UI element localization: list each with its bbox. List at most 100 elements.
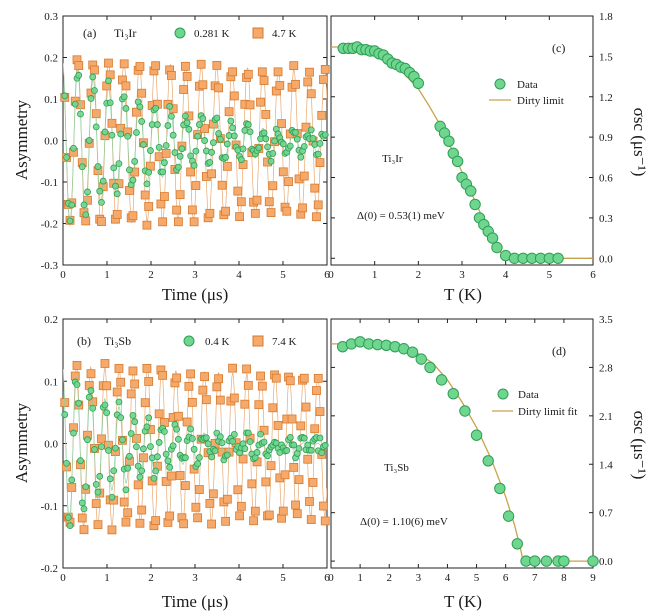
x-tick-label-d-9: 9 — [590, 572, 596, 584]
point-b-1-125 — [278, 506, 288, 516]
point-a-0-28 — [110, 164, 118, 172]
point-a-0-120 — [271, 137, 278, 145]
point-a-0-101 — [237, 156, 245, 164]
point-b-1-39 — [128, 366, 138, 376]
panel-d-frame — [330, 318, 594, 569]
point-b-1-11 — [79, 525, 89, 535]
point-a-1-66 — [175, 190, 185, 200]
point-a-0-5 — [70, 144, 77, 152]
point-a-1-64 — [172, 205, 182, 215]
panel-b-xlabel: Time (μs) — [162, 592, 229, 611]
x-tick-label-c-5: 5 — [547, 269, 553, 281]
point-a-0-16 — [89, 73, 97, 81]
point-b-0-116 — [264, 452, 271, 460]
point-a-0-61 — [167, 112, 175, 120]
point-a-1-84 — [207, 169, 217, 179]
y-tick-label-d-5: 0.0 — [599, 556, 613, 568]
point-a-0-27 — [108, 131, 116, 139]
point-a-0-1 — [63, 154, 70, 161]
point-a-1-119 — [268, 181, 278, 191]
point-a-1-101 — [236, 197, 246, 207]
point-b-0-86 — [211, 447, 219, 455]
x-tick-label-a-3: 3 — [192, 269, 198, 281]
point-b-1-97 — [229, 393, 239, 403]
point-b-0-129 — [286, 434, 294, 441]
point-a-1-113 — [257, 67, 267, 77]
point-b-1-118 — [266, 461, 276, 471]
point-b-0-28 — [110, 467, 118, 475]
panel-c-gap-label: Δ(0) = 0.53(1) meV — [357, 210, 445, 222]
point-b-0-84 — [208, 453, 216, 461]
point-a-0-29 — [112, 182, 119, 190]
point-a-1-47 — [142, 220, 152, 230]
legend-d-fit-label: Dirty limit fit — [518, 406, 577, 418]
point-b-0-40 — [131, 418, 139, 426]
x-tick-label-a-4: 4 — [236, 269, 242, 281]
point-a-0-67 — [178, 145, 186, 153]
point-b-0-54 — [155, 439, 163, 446]
point-a-1-114 — [259, 76, 269, 85]
point-b-0-27 — [108, 493, 116, 501]
point-a-0-15 — [87, 95, 95, 102]
point-b-1-54 — [154, 409, 164, 419]
point-b-0-7 — [73, 381, 81, 389]
point-b-1-40 — [130, 379, 140, 389]
point-a-1-148 — [319, 75, 328, 84]
point-b-1-60 — [165, 511, 175, 521]
point-a-0-52 — [152, 104, 160, 112]
point-b-0-76 — [194, 460, 202, 468]
point-a-1-92 — [221, 206, 230, 216]
x-tick-label-a-5: 5 — [280, 269, 286, 281]
y-tick-label-a-6: -0.3 — [41, 260, 59, 272]
point-a-0-18 — [92, 123, 100, 131]
point-b-0-82 — [204, 440, 212, 448]
point-a-0-96 — [229, 124, 236, 132]
point-b-0-53 — [154, 453, 161, 461]
point-a-0-135 — [297, 153, 305, 161]
point-a-0-102 — [239, 145, 247, 153]
point-b-0-44 — [138, 467, 146, 475]
legend-b-orange-marker — [252, 335, 264, 347]
point-a-1-109 — [250, 208, 260, 218]
data-point-c-31 — [491, 241, 503, 254]
y-tick-label-d-3: 1.4 — [599, 459, 613, 471]
point-b-1-141 — [306, 515, 316, 524]
point-b-1-100 — [235, 511, 244, 521]
point-b-1-111 — [254, 400, 264, 410]
data-point-c-17 — [412, 77, 425, 89]
point-a-0-97 — [230, 132, 238, 140]
y-tick-label-c-6: 0.0 — [599, 253, 613, 265]
point-a-1-74 — [189, 217, 199, 227]
y-tick-label-c-0: 1.8 — [599, 11, 613, 23]
legend-d-data-label: Data — [518, 389, 539, 401]
point-b-1-75 — [191, 502, 201, 512]
legend-a-orange-label: 4.7 K — [272, 28, 297, 40]
y-tick-label-b-2: 0.0 — [44, 439, 58, 451]
point-b-1-131 — [289, 462, 299, 472]
point-a-1-88 — [214, 83, 224, 93]
point-a-1-106 — [245, 100, 255, 110]
point-b-1-64 — [172, 373, 182, 383]
point-a-0-25 — [105, 77, 112, 85]
point-b-0-81 — [202, 434, 210, 442]
point-a-0-115 — [262, 135, 270, 143]
point-b-0-37 — [126, 452, 133, 460]
data-point-d-18 — [511, 538, 524, 550]
point-b-1-117 — [264, 510, 274, 520]
point-b-1-31 — [114, 364, 124, 373]
point-b-1-89 — [215, 395, 225, 405]
point-a-1-69 — [180, 61, 190, 71]
point-a-0-65 — [174, 163, 182, 171]
point-a-0-74 — [190, 161, 198, 169]
point-a-0-146 — [316, 140, 324, 147]
data-point-d-13 — [459, 405, 471, 417]
point-a-1-79 — [198, 80, 208, 90]
point-b-1-138 — [301, 402, 311, 412]
point-b-1-38 — [126, 389, 136, 399]
point-b-1-69 — [180, 481, 190, 490]
point-a-0-20 — [96, 187, 104, 195]
x-tick-label-b-4: 4 — [236, 572, 242, 584]
point-b-1-93 — [222, 494, 232, 504]
point-a-1-136 — [298, 203, 307, 213]
point-b-1-139 — [303, 454, 313, 464]
